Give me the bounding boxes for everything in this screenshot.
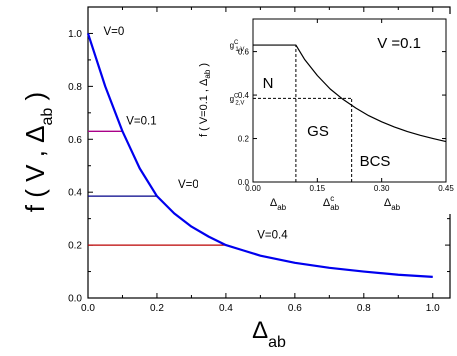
- inset-bottom-label-0: Δab: [270, 197, 287, 212]
- main-x-tick-label: 0.6: [288, 303, 302, 314]
- main-y-tick-label: 1.0: [68, 29, 82, 40]
- inset-bottom-label-base: Δ: [270, 197, 278, 209]
- inset-x-tick-label: 0.45: [438, 184, 454, 193]
- inset-title: V =0.1: [377, 35, 421, 52]
- main-y-tick-label: 0.4: [68, 188, 82, 199]
- inset-region-label-2: BCS: [360, 153, 391, 170]
- inset-bottom-label-base: Δ: [323, 197, 331, 209]
- inset-y-tick-label: 0.0: [238, 178, 250, 187]
- main-annotation-0: V=0: [103, 26, 124, 38]
- inset-bottom-label-sup: c: [330, 194, 334, 203]
- main-annotation-3: V=0.4: [257, 229, 288, 241]
- inset-y-axis-label-suffix: ): [198, 63, 210, 70]
- inset-bottom-label-1: Δc ab: [323, 194, 340, 212]
- inset-x-tick-label: 0.30: [374, 184, 390, 193]
- inset-y-tick-label: 0.2: [238, 135, 250, 144]
- inset-named-y-label-sub: 1,V: [235, 47, 244, 53]
- main-chart: 0.0 0.2 0.4 0.6 0.8 1.0 0.0 0.2 0.4 0.6 0.8 1.0 V=0 V…: [20, 6, 451, 351]
- inset-x-tick-label: 0.00: [245, 184, 261, 193]
- inset-x-tick-label: 0.15: [310, 184, 326, 193]
- inset-named-y-label-1: gC 2,V: [230, 93, 245, 106]
- main-y-tick-label: 0.2: [68, 241, 82, 252]
- main-x-axis-label: Δab: [252, 317, 286, 351]
- inset-named-y-label-sup: C: [234, 93, 239, 99]
- main-y-axis-label-prefix: f ( V , Δ: [20, 125, 50, 212]
- inset-bottom-label-sub: ab: [277, 203, 286, 212]
- inset-named-y-label-base: g: [230, 94, 234, 103]
- main-x-axis-label-base: Δ: [252, 317, 268, 344]
- inset-series-line-0: [253, 44, 447, 143]
- inset-chart: 0.00 0.15 0.30 0.450.00.20.40.6gC 1,VgC 2,VV …: [198, 14, 454, 214]
- inset-bottom-label-sub: ab: [330, 203, 339, 212]
- main-y-tick-label: 0.6: [68, 135, 82, 146]
- main-y-tick-label: 0.8: [68, 82, 82, 93]
- main-annotation-1: V=0.1: [126, 116, 156, 128]
- inset-bottom-label-base: Δ: [384, 197, 392, 209]
- inset-background: [198, 14, 452, 214]
- main-x-tick-label: 1.0: [426, 303, 440, 314]
- inset-plot-frame: [252, 18, 447, 183]
- inset-named-y-label-sup: C: [234, 40, 239, 46]
- inset-bottom-label-sub: ab: [391, 203, 400, 212]
- main-y-axis-label: f ( V , Δab ): [20, 92, 56, 212]
- inset-y-axis-label-sub: ab: [203, 69, 212, 78]
- main-y-axis-label-suffix: ): [20, 92, 50, 108]
- inset-bottom-label-2: Δab: [384, 197, 401, 212]
- main-y-tick-label: 0.0: [68, 294, 82, 305]
- inset-region-label-1: GS: [307, 123, 329, 140]
- main-x-tick-label: 0.4: [219, 303, 233, 314]
- main-x-tick-label: 0.0: [81, 303, 95, 314]
- main-x-tick-label: 0.2: [150, 303, 164, 314]
- main-x-tick-label: 0.8: [357, 303, 371, 314]
- inset-named-y-label-base: g: [230, 41, 234, 50]
- inset-region-label-0: N: [263, 75, 274, 92]
- main-x-axis-label-sub: ab: [268, 334, 286, 351]
- main-series-line-0: [86, 33, 433, 278]
- inset-y-tick-label: 0.4: [238, 91, 250, 100]
- inset-y-tick-label: 0.6: [238, 48, 250, 57]
- inset-y-axis-label: f ( V=0.1 , Δab ): [198, 63, 212, 137]
- inset-y-axis-label-prefix: f ( V=0.1 , Δ: [198, 78, 210, 137]
- inset-named-y-label-sub: 2,V: [235, 100, 244, 106]
- inset-named-y-label-0: gC 1,V: [230, 40, 245, 53]
- main-y-axis-label-sub: ab: [39, 108, 56, 126]
